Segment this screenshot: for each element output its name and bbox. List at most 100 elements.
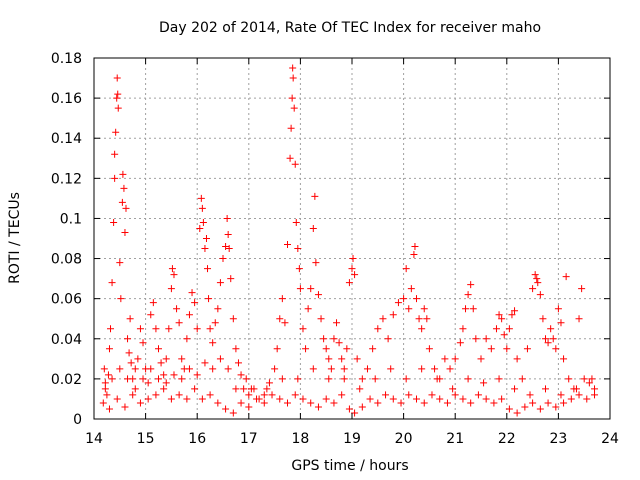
data-point xyxy=(290,104,298,112)
data-point xyxy=(340,365,348,373)
data-point xyxy=(547,325,555,333)
data-point xyxy=(105,345,113,353)
data-point xyxy=(107,325,115,333)
data-point xyxy=(193,325,201,333)
data-point xyxy=(131,365,139,373)
data-point xyxy=(232,385,240,393)
data-point xyxy=(245,403,253,411)
data-point xyxy=(423,315,431,323)
data-point xyxy=(127,359,135,367)
data-point xyxy=(291,160,299,168)
data-point xyxy=(591,391,599,399)
data-point xyxy=(495,375,503,383)
data-point xyxy=(389,395,397,403)
data-point xyxy=(183,335,191,343)
data-point xyxy=(369,345,377,353)
data-point xyxy=(374,325,382,333)
data-point xyxy=(503,345,511,353)
data-point xyxy=(533,275,541,283)
data-point xyxy=(299,325,307,333)
data-point xyxy=(312,259,320,267)
data-point xyxy=(167,285,175,293)
data-point xyxy=(216,279,224,287)
data-point xyxy=(353,355,361,363)
x-tick-label: 19 xyxy=(343,431,361,447)
data-point xyxy=(136,325,144,333)
data-point xyxy=(101,379,109,387)
data-point xyxy=(114,104,122,112)
data-point xyxy=(237,371,245,379)
data-point xyxy=(242,375,250,383)
data-point xyxy=(104,371,112,379)
data-point xyxy=(124,335,132,343)
data-point xyxy=(410,251,418,259)
data-point xyxy=(175,319,183,327)
data-point xyxy=(173,305,181,313)
data-point xyxy=(299,395,307,403)
data-point xyxy=(358,375,366,383)
data-point xyxy=(575,391,583,399)
data-point xyxy=(111,174,119,182)
data-point xyxy=(511,385,519,393)
data-point xyxy=(152,325,160,333)
y-tick-label: 0.1 xyxy=(60,211,82,227)
data-point xyxy=(198,204,206,212)
data-point xyxy=(366,395,374,403)
data-point xyxy=(110,218,118,226)
data-point xyxy=(356,385,364,393)
data-point xyxy=(345,279,353,287)
data-point xyxy=(240,385,248,393)
data-point xyxy=(338,391,346,399)
data-point xyxy=(302,345,310,353)
data-point xyxy=(160,385,168,393)
data-point xyxy=(523,345,531,353)
data-point xyxy=(227,275,235,283)
data-point xyxy=(536,291,544,299)
data-point xyxy=(149,299,157,307)
data-point xyxy=(219,255,227,263)
data-point xyxy=(245,391,253,399)
data-point xyxy=(225,245,233,253)
data-point xyxy=(462,305,470,313)
data-point xyxy=(389,311,397,319)
data-point xyxy=(456,339,464,347)
data-point xyxy=(307,399,315,407)
data-point xyxy=(199,218,207,226)
data-point xyxy=(232,345,240,353)
data-point xyxy=(552,345,560,353)
data-point xyxy=(433,375,441,383)
data-point xyxy=(431,365,439,373)
data-point xyxy=(345,405,353,413)
y-tick-label: 0.12 xyxy=(51,171,82,187)
data-point xyxy=(495,311,503,319)
data-point xyxy=(157,359,165,367)
data-point xyxy=(204,265,212,273)
data-point xyxy=(441,355,449,363)
data-point xyxy=(358,403,366,411)
data-point xyxy=(340,375,348,383)
data-point xyxy=(513,409,521,417)
axis-ticks xyxy=(93,57,611,420)
data-point xyxy=(482,335,490,343)
data-point xyxy=(118,198,126,206)
data-point xyxy=(446,365,454,373)
data-point xyxy=(309,365,317,373)
data-point xyxy=(467,399,475,407)
data-point xyxy=(183,395,191,403)
data-point xyxy=(170,371,178,379)
data-point xyxy=(196,224,204,232)
data-point xyxy=(420,399,428,407)
data-point xyxy=(201,245,209,253)
data-point xyxy=(382,391,390,399)
y-tick-label: 0.04 xyxy=(51,332,82,348)
x-tick-label: 22 xyxy=(498,431,516,447)
data-point xyxy=(554,305,562,313)
data-point xyxy=(526,391,534,399)
data-point xyxy=(449,385,457,393)
data-point xyxy=(567,395,575,403)
x-axis-title: GPS time / hours xyxy=(291,458,408,474)
data-point xyxy=(480,379,488,387)
data-point xyxy=(209,365,217,373)
data-point xyxy=(294,375,302,383)
x-tick-label: 23 xyxy=(549,431,567,447)
